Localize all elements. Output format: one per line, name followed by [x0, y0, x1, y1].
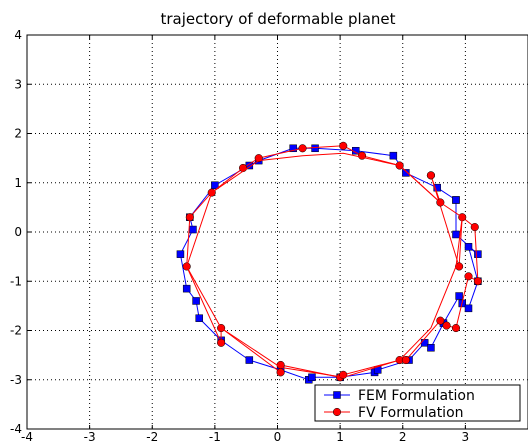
data-point [276, 368, 285, 377]
data-point [192, 297, 200, 305]
x-tick-label: 3 [462, 430, 470, 443]
x-tick-label: 2 [399, 430, 407, 443]
data-point [245, 356, 254, 364]
y-tick-label: 0 [14, 225, 22, 239]
chart-title: trajectory of deformable planet [160, 10, 395, 28]
data-point [442, 321, 451, 330]
legend-label: FEM Formulation [358, 388, 475, 404]
series-1 [182, 141, 482, 382]
y-tick-label: 2 [14, 127, 22, 141]
data-point [339, 141, 348, 150]
axis-ticks: -4 -3 -2 -1 0 1 2 3 -4 -3 -2 -1 0 1 2 3 4 [10, 28, 469, 443]
data-point [185, 213, 194, 222]
data-point [427, 343, 435, 352]
x-tick-label: -2 [146, 430, 158, 443]
data-point [189, 225, 197, 234]
data-point [464, 304, 473, 313]
data-point [298, 144, 307, 153]
legend-label: FV Formulation [358, 405, 464, 421]
y-tick-label: 4 [14, 28, 22, 42]
series-line [186, 145, 479, 378]
legend-marker [333, 391, 341, 399]
y-tick-label: -4 [10, 422, 22, 436]
data-point [433, 183, 441, 192]
data-point [389, 151, 398, 160]
series-line [186, 152, 463, 378]
series-0 [176, 144, 482, 384]
data-point [311, 144, 319, 153]
x-tick-label: -3 [84, 430, 96, 443]
series-layer [176, 141, 482, 384]
data-point [402, 169, 410, 177]
x-tick-label: -4 [21, 430, 33, 443]
data-point [455, 262, 464, 271]
y-tick-label: 1 [14, 176, 22, 190]
series-2 [186, 152, 463, 378]
data-point [452, 230, 460, 239]
data-point [195, 314, 203, 322]
data-point [464, 272, 473, 281]
data-point [473, 277, 482, 286]
data-point [451, 323, 461, 333]
data-point [455, 292, 463, 300]
y-tick-label: 3 [14, 77, 22, 91]
data-point [464, 243, 473, 251]
data-point [308, 373, 316, 382]
y-tick-label: -1 [10, 274, 22, 288]
legend-marker [332, 407, 342, 417]
data-point [182, 284, 191, 293]
data-point [217, 338, 226, 347]
data-point [289, 144, 297, 153]
data-point [401, 356, 410, 365]
data-point [452, 196, 460, 204]
y-tick-label: -2 [10, 324, 22, 338]
x-tick-label: 1 [336, 430, 344, 443]
data-point [176, 250, 185, 258]
x-tick-label: -1 [209, 430, 221, 443]
y-tick-label: -3 [10, 373, 22, 387]
x-tick-label: 0 [274, 430, 282, 443]
data-point [470, 223, 479, 232]
data-point [474, 250, 482, 258]
data-point [436, 316, 445, 325]
legend-box [314, 384, 521, 422]
data-point [420, 339, 429, 347]
data-point [211, 181, 219, 189]
data-point [426, 171, 435, 180]
data-point [239, 163, 248, 173]
